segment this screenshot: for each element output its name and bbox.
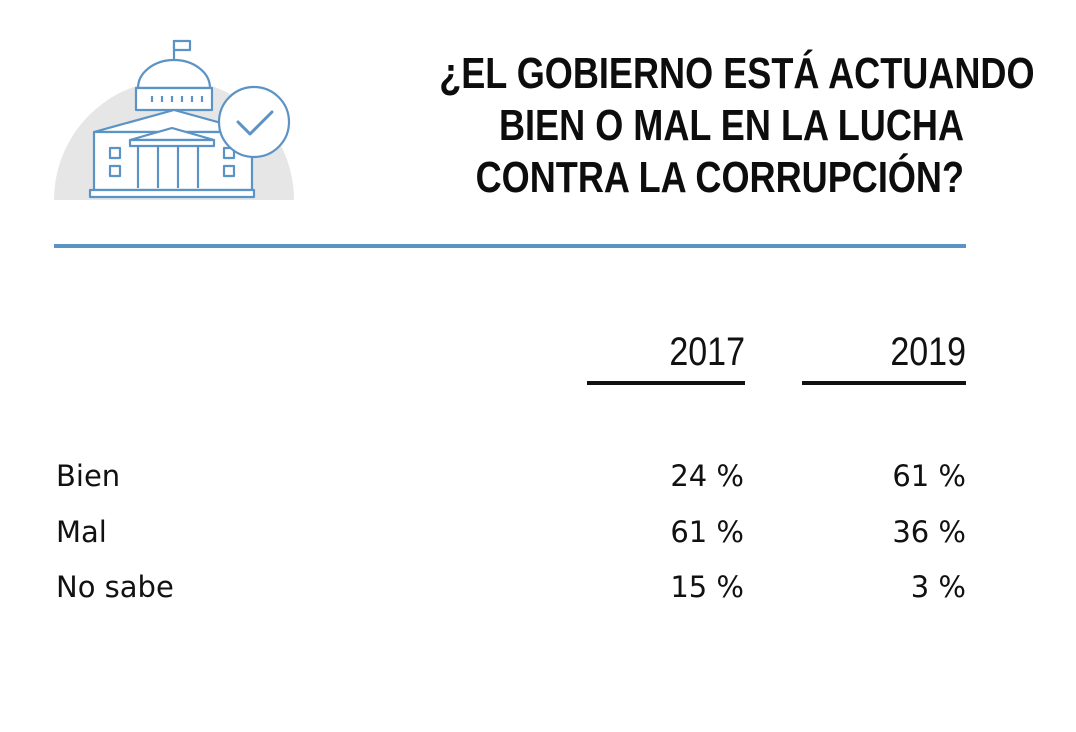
table-row-mal: Mal 61 % 36 % <box>56 512 966 552</box>
row-label: Bien <box>56 459 121 493</box>
title-line-1: ¿EL GOBIERNO ESTÁ ACTUANDO <box>439 49 1035 98</box>
cell-2017: 24 % <box>670 459 744 493</box>
title-line-2: BIEN O MAL EN LA LUCHA <box>498 101 964 150</box>
table-row-no-sabe: No sabe 15 % 3 % <box>56 567 966 607</box>
cell-2019: 3 % <box>910 570 966 604</box>
cell-2019: 61 % <box>892 459 966 493</box>
row-label: No sabe <box>56 570 174 604</box>
government-building-check-icon <box>54 36 298 204</box>
row-label: Mal <box>56 515 107 549</box>
column-header-2019: 2019 <box>890 330 966 374</box>
table-row-bien: Bien 24 % 61 % <box>56 456 966 496</box>
column-rule-2017 <box>587 381 745 385</box>
chart-title: ¿EL GOBIERNO ESTÁ ACTUANDO BIEN O MAL EN… <box>439 48 1035 204</box>
column-header-2017: 2017 <box>669 330 745 374</box>
cell-2017: 15 % <box>670 570 744 604</box>
title-line-3: CONTRA LA CORRUPCIÓN? <box>475 153 964 202</box>
title-divider <box>54 244 966 248</box>
cell-2017: 61 % <box>670 515 744 549</box>
column-rule-2019 <box>802 381 966 385</box>
cell-2019: 36 % <box>892 515 966 549</box>
